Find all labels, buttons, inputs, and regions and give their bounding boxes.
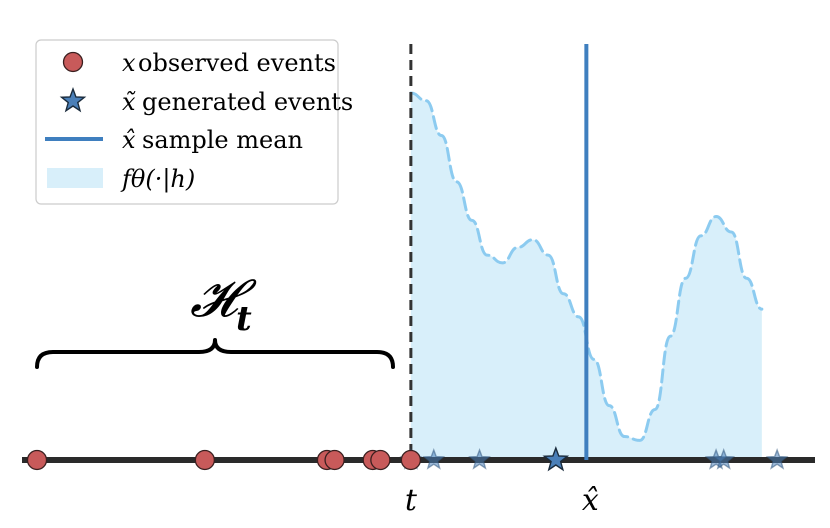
legend-symbol: x̂ [122, 126, 136, 154]
legend-observed-marker [62, 51, 84, 73]
legend-symbol: x̃ [122, 88, 136, 116]
observed-event-marker [194, 449, 216, 471]
legend-symbol: x [122, 49, 136, 77]
sample-mean-label: x̂ [582, 483, 599, 518]
density-fill [410, 93, 762, 461]
density-curve [409, 91, 764, 442]
history-brace [35, 338, 395, 369]
history-subscript: t [236, 299, 252, 339]
observed-event-marker [400, 449, 422, 471]
legend-generated-marker [59, 86, 87, 113]
legend-symbol: fθ(·|h) [120, 165, 195, 194]
event-layer [26, 445, 789, 472]
observed-event-marker [324, 449, 345, 471]
generated-event-marker [542, 445, 570, 472]
generated-event-marker [765, 448, 789, 470]
observed-event-marker [370, 449, 391, 471]
legend-density-marker [47, 168, 103, 188]
observed-event-marker [26, 449, 48, 471]
legend-box [35, 39, 339, 205]
legend-label: sample mean [142, 126, 303, 154]
legend-label: generated events [142, 88, 353, 116]
generated-event-marker [712, 448, 736, 470]
density-layer [409, 91, 764, 461]
generated-event-marker [468, 448, 491, 470]
generated-event-marker [422, 448, 446, 470]
present-time-label: t [405, 483, 418, 518]
legend-label: observed events [138, 49, 336, 77]
